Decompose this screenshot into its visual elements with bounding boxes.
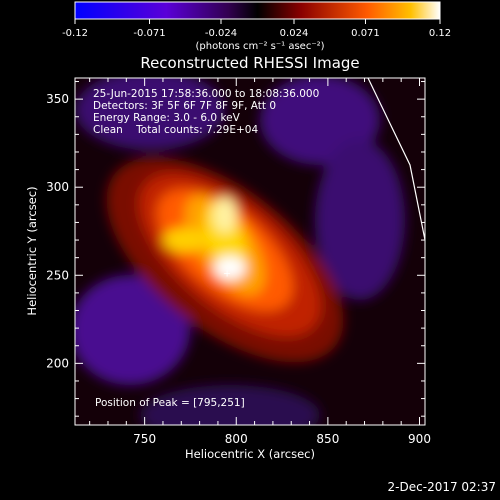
peak-marker [224, 270, 231, 277]
heatmap-image [75, 78, 425, 425]
energy-range-text: Energy Range: 3.0 - 6.0 keV [93, 112, 240, 124]
detectors-text: Detectors: 3F 5F 6F 7F 8F 9F, Att 0 [93, 100, 277, 112]
info-block: 25-Jun-2015 17:58:36.000 to 18:08:36.000… [93, 88, 319, 136]
y-tick-label: 350 [46, 92, 69, 106]
colorbar-tick-label: 0.071 [351, 28, 380, 39]
y-tick-label: 250 [46, 268, 69, 282]
colorbar-tick-label: 0.12 [429, 28, 451, 39]
footer-timestamp: 2-Dec-2017 02:37 [387, 480, 496, 494]
plot-frame [74, 77, 426, 426]
x-axis-label: Heliocentric X (arcsec) [185, 447, 315, 461]
x-tick-label: 800 [225, 432, 248, 446]
time-range-text: 25-Jun-2015 17:58:36.000 to 18:08:36.000 [93, 88, 320, 100]
colorbar-tick-label: 0.024 [280, 28, 309, 39]
x-tick-label: 750 [133, 432, 156, 446]
x-tick-label: 850 [316, 432, 339, 446]
colorbar-units-label: (photons cm⁻² s⁻¹ asec⁻²) [195, 41, 324, 52]
colorbar-tick-label: -0.024 [205, 28, 237, 39]
chart-title: Reconstructed RHESSI Image [140, 54, 359, 72]
x-tick-label: 900 [408, 432, 431, 446]
solar-limb-line [367, 78, 425, 241]
plot-axes: 750 800 850 900 200 250 300 350 [46, 78, 431, 446]
colorbar-tick-label: -0.12 [62, 28, 88, 39]
colorbar-axis: -0.12 -0.071 -0.024 0.024 0.071 0.12 [62, 19, 451, 39]
colorbar-tick-label: -0.071 [133, 28, 165, 39]
y-tick-label: 200 [46, 356, 69, 370]
y-axis-label: Heliocentric Y (arcsec) [25, 186, 39, 315]
peak-position-text: Position of Peak = [795,251] [95, 397, 245, 409]
y-tick-label: 300 [46, 180, 69, 194]
colorbar [74, 1, 441, 20]
clean-counts-text: Clean Total counts: 7.29E+04 [93, 124, 259, 136]
